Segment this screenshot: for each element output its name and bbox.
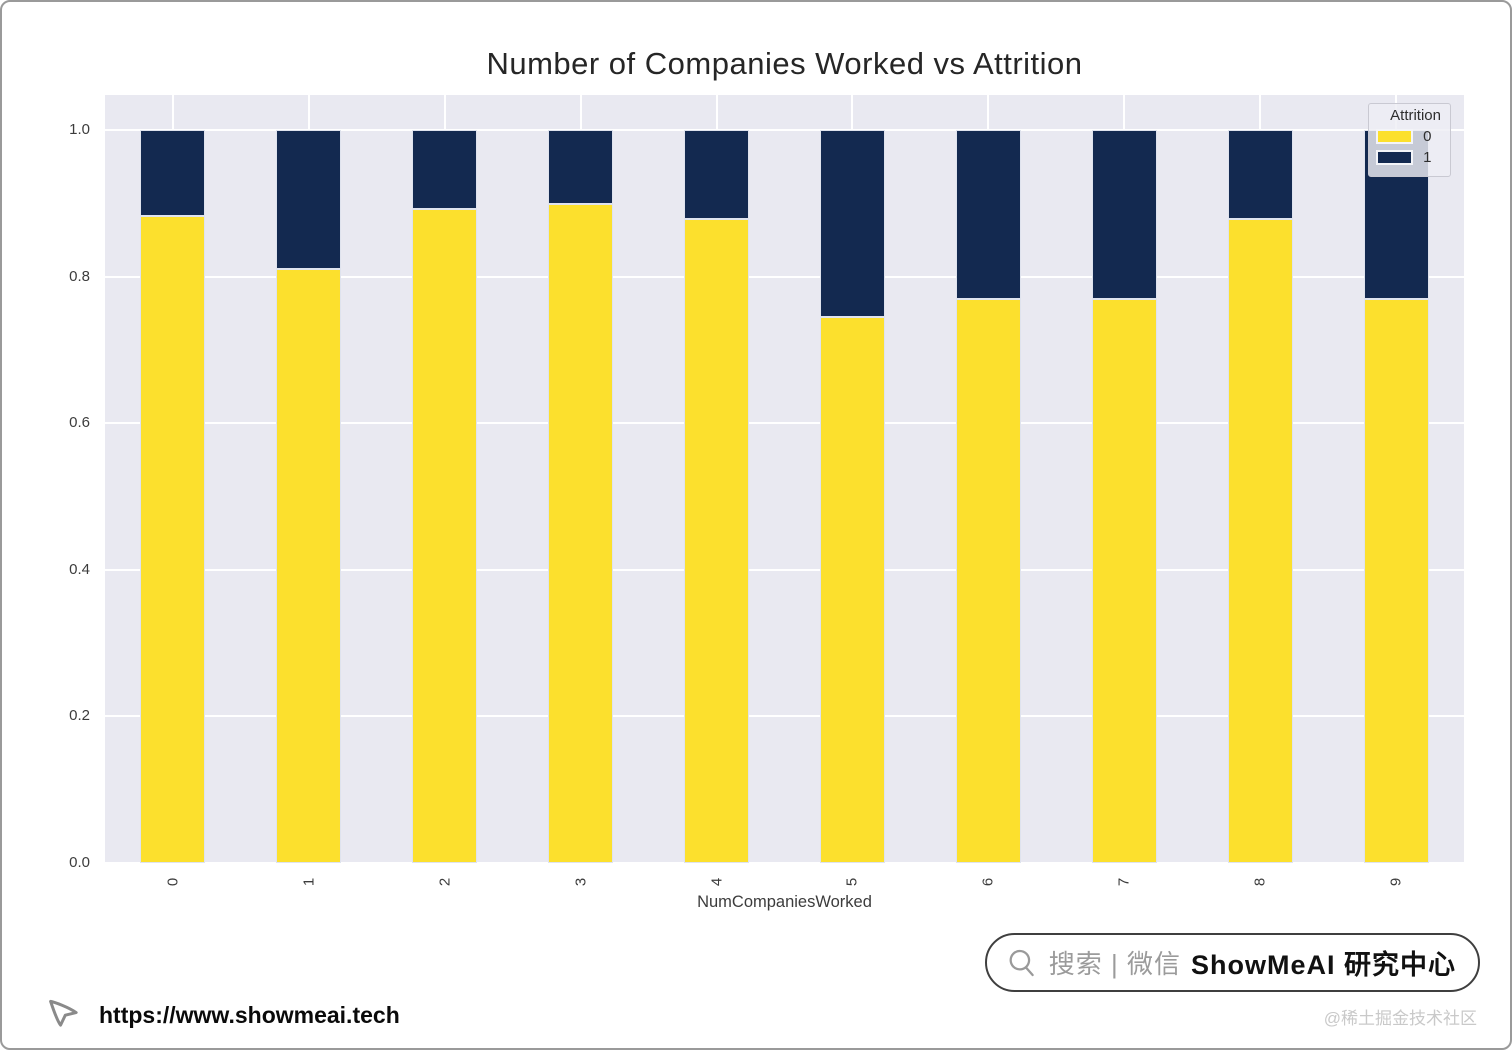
xtick-label: 9: [1387, 877, 1405, 887]
xtick-label: 0: [164, 877, 182, 887]
bar-4-attrition-1: [684, 130, 750, 220]
wechat-search-box: 搜索 | 微信 ShowMeAI 研究中心: [984, 933, 1480, 992]
xtick-label: 7: [1115, 877, 1133, 887]
bar-6-attrition-1: [955, 130, 1021, 299]
legend-row: 0: [1376, 128, 1441, 145]
bar-4-attrition-0: [684, 219, 750, 863]
bar-7-attrition-1: [1091, 130, 1157, 300]
legend-label: 1: [1423, 149, 1432, 166]
search-brand-text: ShowMeAI 研究中心: [1190, 950, 1456, 980]
gridline-h: [105, 568, 1464, 571]
legend-row: 1: [1376, 149, 1441, 166]
search-prefix-text: 搜索 | 微信: [1048, 949, 1181, 979]
cursor-pointer-icon: [49, 999, 78, 1027]
xtick-label: 4: [708, 877, 726, 887]
xtick-label: 5: [843, 877, 861, 887]
bar-9-attrition-0: [1363, 298, 1429, 863]
gridline-h: [105, 715, 1464, 718]
legend-swatch: [1376, 150, 1414, 165]
ytick-label: 1.0: [69, 121, 90, 138]
bar-2-attrition-1: [412, 130, 478, 210]
xtick-label: 2: [436, 877, 454, 887]
ytick-label: 0.8: [69, 267, 90, 285]
bar-1-attrition-1: [276, 130, 342, 269]
bar-0-attrition-1: [140, 130, 206, 216]
bar-1-attrition-0: [276, 268, 342, 863]
gridline-h: [105, 129, 1464, 131]
xtick-label: 8: [1251, 877, 1269, 887]
chart-title: Number of Companies Worked vs Attrition: [486, 46, 1083, 81]
bar-7-attrition-0: [1091, 299, 1157, 863]
ytick-label: 0.4: [69, 560, 90, 578]
legend-swatch: [1376, 129, 1414, 144]
bar-6-attrition-0: [955, 298, 1021, 863]
url-text: https://www.showmeai.tech: [99, 1001, 400, 1028]
bar-5-attrition-0: [819, 316, 885, 863]
x-axis-label: NumCompaniesWorked: [697, 893, 872, 911]
bar-5-attrition-1: [819, 130, 885, 317]
url-watermark: https://www.showmeai.tech: [45, 994, 400, 1036]
ytick-label: 0.6: [69, 414, 90, 432]
gridline-h: [105, 422, 1464, 425]
legend-label: 0: [1423, 128, 1432, 145]
bar-2-attrition-0: [412, 209, 478, 863]
gridline-h: [105, 275, 1464, 278]
xtick-label: 1: [300, 877, 318, 887]
xtick-label: 3: [572, 877, 590, 887]
ytick-label: 0.0: [69, 854, 90, 871]
bar-3-attrition-1: [548, 130, 614, 205]
xtick-label: 6: [979, 877, 997, 887]
search-icon: [1009, 949, 1034, 976]
ytick-label: 0.2: [69, 707, 90, 725]
legend-title: Attrition: [1390, 107, 1441, 124]
bar-3-attrition-0: [548, 204, 614, 863]
bar-8-attrition-1: [1227, 130, 1293, 219]
bar-0-attrition-0: [140, 215, 206, 863]
community-watermark: @稀土掘金技术社区: [1323, 1009, 1477, 1028]
bar-8-attrition-0: [1227, 218, 1293, 863]
gridline-h: [105, 862, 1464, 864]
